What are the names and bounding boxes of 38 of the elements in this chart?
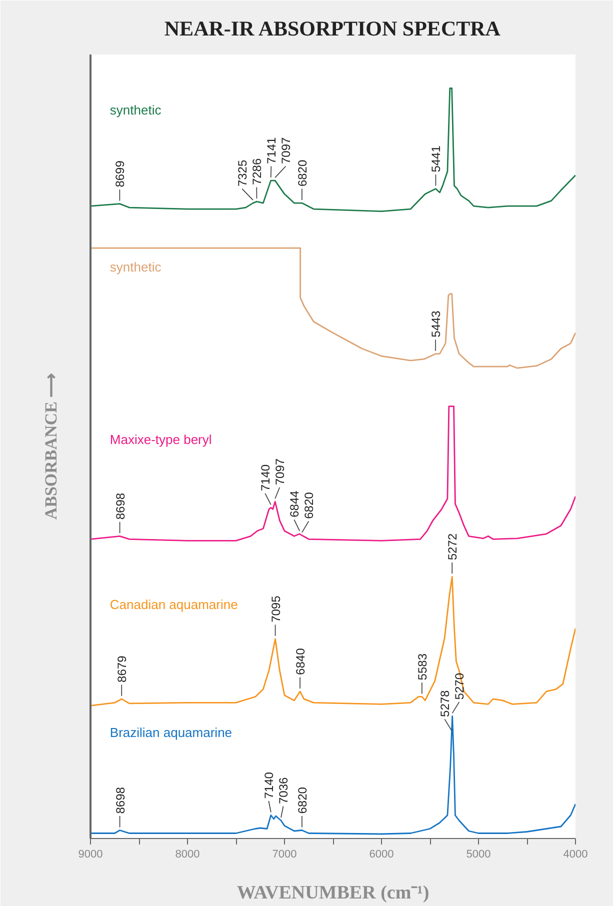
annotation: 5443 (429, 310, 444, 338)
annotation: 5270 (452, 672, 467, 700)
annotation: 5441 (429, 145, 444, 172)
annotation: 5272 (446, 533, 460, 560)
annotation: 7036 (276, 776, 291, 804)
annotation: 8698 (113, 786, 128, 814)
annotation: 7097 (273, 458, 288, 486)
annotation: 8679 (115, 655, 130, 682)
text: synthetic (110, 102, 162, 118)
annotation: 5278 (438, 690, 452, 717)
annotation: 6820 (295, 786, 310, 814)
text: Canadian aquamarine (110, 596, 238, 612)
text: Brazilian aquamarine (110, 725, 232, 740)
x-tick-label: 4000 (563, 848, 588, 860)
annotation: 5583 (415, 653, 430, 680)
x-tick-label: 7000 (272, 848, 297, 860)
annotation: 7141 (264, 137, 279, 164)
annotation: 7097 (279, 137, 294, 164)
text: Maxixe-type beryl (110, 432, 212, 447)
x-tick-label: 5000 (466, 848, 491, 860)
annotation: 6840 (294, 648, 308, 675)
series-label: synthetic (110, 259, 162, 274)
annotation: 7286 (250, 158, 264, 186)
annotation: 8699 (113, 160, 128, 188)
annotation: 6820 (295, 160, 310, 187)
annotation: 6844 (288, 490, 302, 518)
x-tick-label: 6000 (369, 848, 394, 860)
annotation: 7140 (258, 464, 273, 492)
y-axis-title: ABSORBANCE ⟶ (42, 373, 60, 520)
x-axis-title: WAVENUMBER (cm⁻¹) (236, 882, 430, 904)
annotation: 8698 (113, 492, 128, 520)
annotation: 7140 (262, 772, 276, 799)
x-tick-label: 9000 (78, 848, 103, 860)
annotation: 6820 (302, 492, 316, 519)
annotation: 7325 (236, 160, 250, 187)
annotation: 7095 (268, 595, 283, 622)
x-tick-label: 8000 (175, 848, 200, 860)
chart-title: NEAR-IR ABSORPTION SPECTRA (164, 16, 502, 40)
